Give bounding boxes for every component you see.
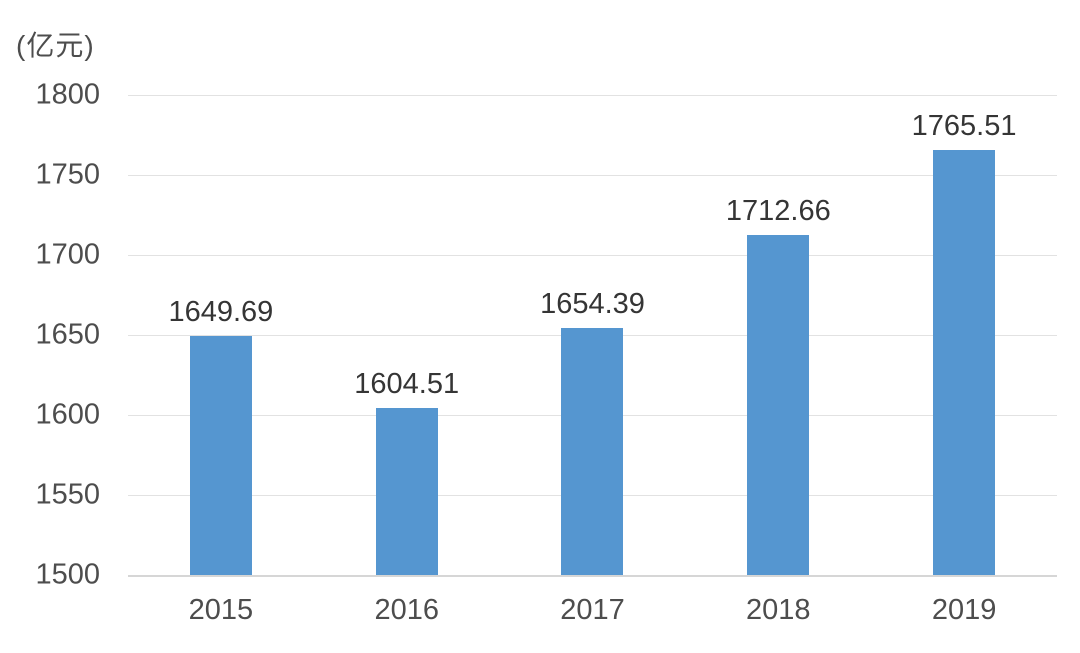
bar-data-label: 1654.39 (540, 287, 645, 320)
bar (747, 234, 810, 575)
y-axis-unit-label: (亿元) (16, 30, 95, 61)
bar-data-label: 1604.51 (354, 367, 460, 400)
x-tick-label: 2016 (374, 594, 439, 626)
x-axis-line (128, 575, 1057, 577)
bar (189, 335, 252, 575)
bar (561, 327, 624, 575)
y-tick-label: 1600 (35, 398, 100, 431)
x-axis-tick-labels: 2015 2016 2017 2018 2019 (128, 575, 1057, 625)
y-tick-label: 1500 (35, 558, 100, 591)
bar-slot: 1654.39 (500, 95, 686, 575)
y-tick-label: 1750 (35, 158, 100, 191)
bar (933, 150, 996, 575)
plot-area: 1500 1550 1600 1650 1700 1750 1800 1649.69 1604… (35, 80, 1057, 625)
gridline (128, 95, 1057, 96)
bar-data-label: 1712.66 (725, 194, 831, 227)
bar (375, 407, 438, 575)
x-tick-label: 2017 (560, 594, 625, 626)
bar-slot: 1649.69 (128, 95, 314, 575)
bar-slot: 1712.66 (685, 95, 871, 575)
bar-slot: 1604.51 (314, 95, 500, 575)
y-tick-label: 1650 (35, 318, 100, 351)
x-tick-label: 2019 (931, 594, 997, 626)
y-tick-label: 1550 (35, 478, 100, 511)
bar-data-label: 1649.69 (168, 295, 274, 328)
gridline (128, 254, 1057, 256)
x-tick-label: 2015 (188, 594, 254, 626)
y-tick-label: 1800 (35, 78, 100, 111)
bar-data-label: 1765.51 (911, 110, 1017, 143)
x-tick-label: 2018 (746, 594, 811, 626)
bar-slot: 1765.51 (871, 95, 1057, 575)
y-tick-label: 1700 (35, 238, 100, 271)
bars-container: 1649.69 1604.51 1654.39 1712.66 1765.51 (128, 95, 1057, 575)
gridline (128, 174, 1057, 176)
